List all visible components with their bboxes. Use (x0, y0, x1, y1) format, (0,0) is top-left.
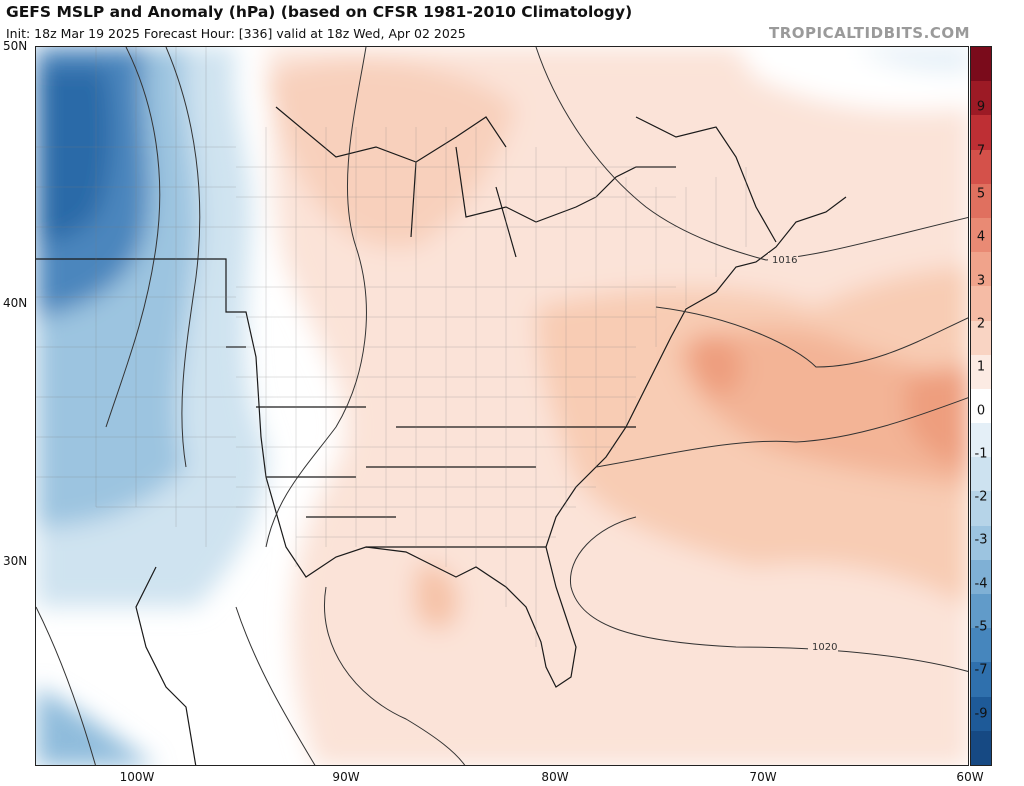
colorbar-tick-label: 2 (976, 316, 986, 332)
colorbar-swatch (971, 183, 991, 219)
isobar-label-1016: 1016 (772, 255, 797, 266)
colorbar-tick-label: -4 (974, 576, 988, 592)
colorbar-swatch (971, 47, 991, 82)
colorbar-tick-label: -1 (974, 446, 988, 462)
colorbar-swatch (971, 252, 991, 287)
colorbar-swatch (971, 594, 991, 629)
map-title: GEFS MSLP and Anomaly (hPa) (based on CF… (6, 3, 633, 21)
colorbar-swatch (971, 662, 991, 698)
brand-watermark: TROPICALTIDBITS.COM (769, 24, 970, 42)
colorbar-tick-label: 0 (976, 403, 986, 419)
colorbar-swatch (971, 491, 991, 527)
colorbar-tick-label: -2 (974, 489, 988, 505)
isobar-label-1020: 1020 (812, 642, 837, 653)
colorbar-swatch (971, 320, 991, 356)
colorbar-swatch (971, 354, 991, 390)
anomaly-colorbar: 9 7 5 4 3 2 1 0 -1 -2 -3 -4 -5 -7 -9 (970, 46, 992, 766)
lon-label-90w: 90W (332, 770, 360, 784)
colorbar-swatch (971, 730, 991, 766)
colorbar-tick-label: 5 (976, 186, 986, 202)
lon-label-70w: 70W (749, 770, 777, 784)
lat-label-50n: 50N (3, 39, 28, 53)
colorbar-tick-label: -5 (974, 619, 988, 635)
colorbar-tick-label: 3 (976, 273, 986, 289)
colorbar-tick-label: 4 (976, 229, 986, 245)
lon-label-100w: 100W (119, 770, 155, 784)
colorbar-swatch (971, 81, 991, 116)
colorbar-swatch (971, 115, 991, 151)
colorbar-tick-label: 7 (976, 143, 986, 159)
colorbar-swatch (971, 286, 991, 322)
colorbar-swatch (971, 423, 991, 458)
colorbar-tick-label: -3 (974, 532, 988, 548)
colorbar-swatch (971, 628, 991, 663)
lat-label-40n: 40N (3, 296, 28, 310)
colorbar-swatch (971, 388, 991, 424)
map-panel: 1016 1020 (35, 46, 969, 766)
isobars (36, 47, 968, 765)
lon-label-80w: 80W (541, 770, 569, 784)
colorbar-swatch (971, 217, 991, 253)
colorbar-swatch (971, 149, 991, 185)
colorbar-tick-label: 1 (976, 359, 986, 375)
colorbar-swatch (971, 559, 991, 595)
map-subtitle: Init: 18z Mar 19 2025 Forecast Hour: [33… (6, 26, 466, 41)
lon-label-60w: 60W (956, 770, 984, 784)
colorbar-tick-label: -9 (974, 706, 988, 722)
isobar-labels: 1016 1020 (768, 253, 838, 653)
county-grid (36, 47, 747, 647)
colorbar-swatch (971, 525, 991, 561)
lat-label-30n: 30N (3, 554, 28, 568)
colorbar-tick-label: -7 (974, 662, 988, 678)
colorbar-swatch (971, 457, 991, 492)
colorbar-tick-label: 9 (976, 99, 986, 115)
colorbar-swatch (971, 696, 991, 732)
